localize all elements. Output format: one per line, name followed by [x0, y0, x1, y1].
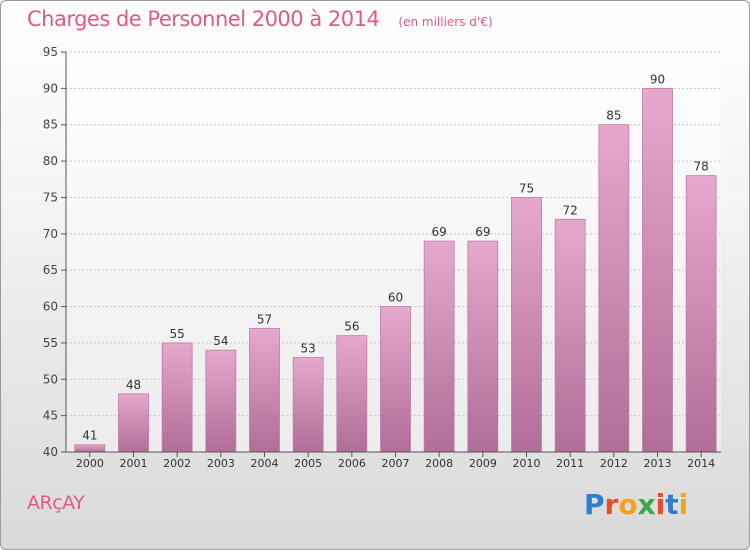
data-label: 48 [126, 378, 141, 392]
logo-letter: o [618, 488, 638, 521]
y-tick-label: 80 [43, 154, 58, 168]
bar-2005 [292, 357, 324, 453]
chart-title: Charges de Personnel 2000 à 2014 [27, 7, 380, 31]
bar-2000 [74, 444, 106, 453]
x-tick-label: 2011 [556, 457, 584, 470]
x-tick-label: 2012 [600, 457, 628, 470]
data-label: 72 [563, 203, 578, 217]
y-tick-label: 40 [43, 445, 58, 459]
bar-2003 [205, 349, 237, 453]
y-tick-label: 70 [43, 227, 58, 241]
data-label: 75 [519, 181, 534, 195]
data-label: 56 [344, 320, 359, 334]
logo-letter: i [655, 488, 666, 521]
x-tick-label: 2008 [425, 457, 453, 470]
y-tick-label: 85 [43, 118, 58, 132]
y-tick-label: 50 [43, 372, 58, 386]
y-tick-label: 75 [43, 190, 58, 204]
bar-2007 [380, 306, 411, 453]
y-tick-label: 55 [43, 336, 58, 350]
axis-layer: 40 45 50 55 60 65 70 75 80 85 90 95 2000 2001 2002 2003… [43, 45, 721, 470]
bar-2001 [118, 393, 149, 453]
y-tick-label: 45 [43, 409, 58, 423]
x-tick-label: 2010 [513, 457, 541, 470]
bar-2012 [598, 124, 630, 453]
logo-letter: r [604, 488, 619, 521]
title-row: Charges de Personnel 2000 à 2014 (en mil… [27, 7, 493, 31]
data-label: 41 [82, 429, 97, 443]
chart-subtitle: (en milliers d'€) [398, 15, 493, 29]
bar-2002 [161, 342, 193, 453]
bar-2004 [249, 327, 280, 453]
x-tick-label: 2007 [382, 457, 410, 470]
y-tick-label: 65 [43, 263, 58, 277]
x-tick-label: 2009 [469, 457, 497, 470]
x-tick-label: 2005 [294, 457, 322, 470]
logo-letter: x [637, 488, 656, 521]
town-name: ARçAY [27, 492, 85, 514]
bar-2009 [467, 240, 499, 453]
y-tick-label: 95 [43, 45, 58, 59]
x-tick-label: 2004 [251, 457, 279, 470]
logo-letter: P [584, 488, 605, 521]
bar-2008 [423, 240, 455, 453]
proxiti-logo: Proxiti [584, 488, 688, 521]
y-tick-label: 90 [43, 81, 58, 95]
data-label: 78 [694, 160, 709, 174]
x-tick-label: 2002 [163, 457, 191, 470]
bar-2011 [554, 218, 586, 453]
data-label: 57 [257, 312, 272, 326]
data-label: 55 [170, 327, 185, 341]
data-label: 69 [475, 225, 490, 239]
data-label: 54 [213, 334, 228, 348]
data-label: 85 [606, 109, 621, 123]
bar-layer: 41 48 55 54 57 53 56 60 69 69 75 72 85 90 78 [74, 72, 717, 453]
x-tick-label: 2006 [338, 457, 366, 470]
data-label: 60 [388, 291, 403, 305]
logo-letter: t [665, 488, 679, 521]
data-label: 90 [650, 72, 665, 86]
y-tick-label: 60 [43, 300, 58, 314]
data-label: 53 [301, 341, 316, 355]
logo-letter: i [678, 488, 689, 521]
data-label: 69 [432, 225, 447, 239]
x-tick-label: 2014 [687, 457, 715, 470]
x-tick-label: 2001 [120, 457, 148, 470]
bar-2010 [511, 197, 542, 453]
x-tick-label: 2003 [207, 457, 235, 470]
x-tick-label: 2013 [644, 457, 672, 470]
bar-2006 [336, 335, 368, 453]
x-tick-label: 2000 [76, 457, 104, 470]
bar-2013 [642, 87, 673, 453]
bar-2014 [685, 175, 717, 453]
